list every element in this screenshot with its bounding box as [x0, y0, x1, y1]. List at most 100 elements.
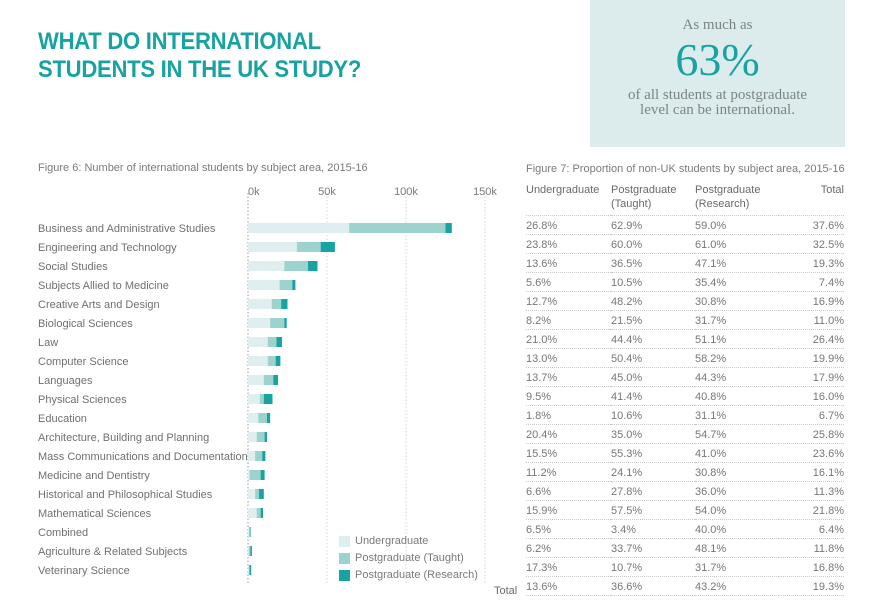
table-cell: 41.0%	[695, 443, 779, 463]
table-row: 13.6% 36.5% 47.1% 19.3%	[526, 253, 844, 273]
category-label: Law	[38, 337, 58, 349]
bar-segment-postgraduate-research	[260, 470, 265, 480]
table-row: 9.5% 41.4% 40.8% 16.0%	[526, 386, 844, 406]
bar-segment-postgraduate-research	[262, 451, 266, 461]
bar-segment-postgraduate-taught	[255, 489, 260, 499]
bar-segment-postgraduate-taught	[256, 432, 265, 442]
callout-pre-text: As much as	[682, 17, 753, 33]
legend-label: Undergraduate	[355, 535, 429, 547]
bar-segment-postgraduate-taught	[349, 223, 446, 233]
table-row: 15.5% 55.3% 41.0% 23.6%	[526, 443, 844, 463]
bar-segment-postgraduate-taught	[296, 242, 321, 252]
table-cell: 19.3%	[779, 576, 844, 596]
table-row: 12.7% 48.2% 30.8% 16.9%	[526, 291, 844, 311]
category-label: Subjects Allied to Medicine	[38, 280, 169, 292]
table-cell: 11.0%	[779, 310, 844, 330]
bar-segment-postgraduate-research	[281, 299, 288, 309]
column-header-undergraduate: Undergraduate	[526, 184, 600, 196]
table-cell: 13.0%	[526, 348, 611, 368]
table-cell: 44.3%	[695, 367, 779, 387]
bar-segment-postgraduate-research	[320, 242, 335, 252]
table-cell: 10.6%	[611, 405, 695, 425]
table-cell: 31.7%	[695, 310, 779, 330]
legend-label: Postgraduate (Taught)	[355, 552, 464, 564]
table-cell: 33.7%	[611, 538, 695, 558]
bar-segment-undergraduate	[248, 508, 257, 518]
bar-segment-postgraduate-taught	[248, 546, 251, 556]
table-cell: 48.1%	[695, 538, 779, 558]
bar-segment-postgraduate-taught	[258, 413, 267, 423]
category-label: Creative Arts and Design	[38, 299, 160, 311]
bar-segment-postgraduate-research	[275, 356, 281, 366]
bar-segment-undergraduate	[248, 527, 250, 537]
table-cell: 16.1%	[779, 462, 844, 482]
table-cell: 32.5%	[779, 234, 844, 254]
table-cell: 11.3%	[779, 481, 844, 501]
table-cell: 26.4%	[779, 329, 844, 349]
bar-segment-undergraduate	[248, 356, 268, 366]
table-cell: 16.8%	[779, 557, 844, 577]
bar-segment-postgraduate-taught	[267, 337, 277, 347]
column-header-total: Total	[820, 184, 844, 196]
proportion-table: Undergraduate Postgraduate (Taught) Postg…	[526, 183, 844, 596]
table-row: 17.3% 10.7% 31.7% 16.8%	[526, 557, 844, 577]
bar-segment-postgraduate-research	[292, 280, 296, 290]
legend-label: Postgraduate (Research)	[355, 569, 478, 581]
table-cell: 10.5%	[611, 272, 695, 292]
table-cell: 6.4%	[779, 519, 844, 539]
table-cell: 6.2%	[526, 538, 611, 558]
table-row: 23.8% 60.0% 61.0% 32.5%	[526, 234, 844, 254]
bar-segment-undergraduate	[248, 242, 297, 252]
category-label: Veterinary Science	[38, 565, 130, 577]
bar-segment-postgraduate-research	[259, 489, 264, 499]
table-row: 6.6% 27.8% 36.0% 11.3%	[526, 481, 844, 501]
table-cell: 40.0%	[695, 519, 779, 539]
table-total-row: 13.6% 36.6% 43.2% 19.3%	[526, 576, 844, 596]
bar-segment-undergraduate	[248, 432, 257, 442]
table-row: 1.8% 10.6% 31.1% 6.7%	[526, 405, 844, 425]
table-cell: 16.9%	[779, 291, 844, 311]
table-cell: 5.6%	[526, 272, 611, 292]
table-cell: 58.2%	[695, 348, 779, 368]
bar-segment-undergraduate	[248, 280, 280, 290]
legend-swatch	[339, 552, 350, 564]
bar-segment-undergraduate	[248, 337, 268, 347]
category-label: Computer Science	[38, 356, 129, 368]
table-cell: 23.8%	[526, 234, 611, 254]
bar-segment-postgraduate-taught	[270, 318, 285, 328]
table-row: 13.0% 50.4% 58.2% 19.9%	[526, 348, 844, 368]
category-label: Combined	[38, 527, 88, 539]
table-cell: 27.8%	[611, 481, 695, 501]
category-label: Social Studies	[38, 261, 108, 273]
table-cell: 19.3%	[779, 253, 844, 273]
bar-segment-undergraduate	[248, 223, 350, 233]
table-cell: 6.7%	[779, 405, 844, 425]
table-row: 20.4% 35.0% 54.7% 25.8%	[526, 424, 844, 444]
table-cell: 31.7%	[695, 557, 779, 577]
table-cell: 30.8%	[695, 462, 779, 482]
category-label: Agriculture & Related Subjects	[38, 546, 188, 558]
table-row: 6.5% 3.4% 40.0% 6.4%	[526, 519, 844, 539]
table-cell: 23.6%	[779, 443, 844, 463]
bar-segment-undergraduate	[248, 470, 250, 480]
table-header-row: Undergraduate Postgraduate (Taught) Postg…	[526, 183, 844, 216]
bar-segment-postgraduate-taught	[259, 394, 264, 404]
bar-segment-postgraduate-taught	[267, 356, 276, 366]
table-cell: 35.4%	[695, 272, 779, 292]
table-cell: 48.2%	[611, 291, 695, 311]
table-cell: 51.1%	[695, 329, 779, 349]
bar-segment-undergraduate	[248, 375, 264, 385]
table-row: 5.6% 10.5% 35.4% 7.4%	[526, 272, 844, 292]
table-cell: 26.8%	[526, 215, 611, 235]
bar-segment-postgraduate-research	[263, 394, 273, 404]
table-cell: 6.5%	[526, 519, 611, 539]
bar-segment-postgraduate-taught	[279, 280, 293, 290]
table-row: 8.2% 21.5% 31.7% 11.0%	[526, 310, 844, 330]
table-row: 26.8% 62.9% 59.0% 37.6%	[526, 215, 844, 235]
table-cell: 54.0%	[695, 500, 779, 520]
bar-segment-postgraduate-research	[250, 546, 252, 556]
bar-segment-undergraduate	[248, 546, 249, 556]
table-cell: 16.0%	[779, 386, 844, 406]
table-cell: 7.4%	[779, 272, 844, 292]
table-cell: 62.9%	[611, 215, 695, 235]
